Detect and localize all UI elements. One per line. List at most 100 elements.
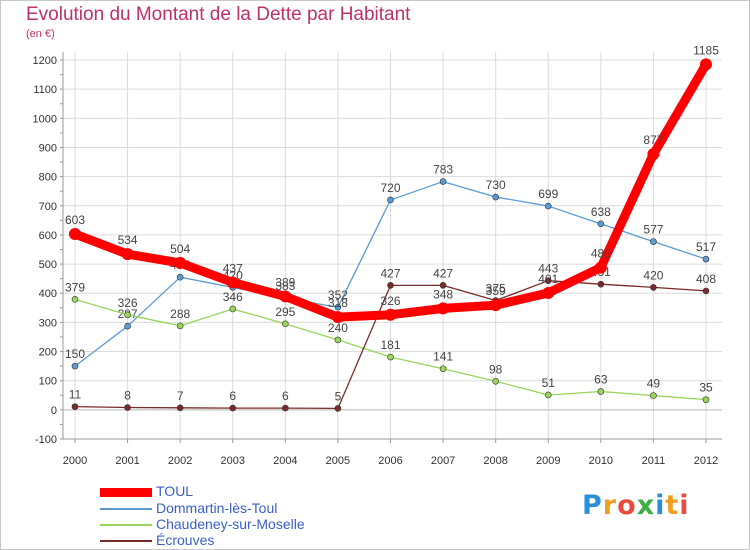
logo-letter: i xyxy=(655,490,666,521)
data-point xyxy=(71,362,79,370)
data-point xyxy=(121,248,134,261)
data-point xyxy=(279,290,292,303)
data-point xyxy=(334,303,342,311)
data-point xyxy=(176,404,184,412)
data-label: 379 xyxy=(65,280,85,294)
data-point xyxy=(124,404,131,411)
data-point xyxy=(544,277,552,284)
x-tick-label: 2002 xyxy=(168,455,192,467)
data-point xyxy=(647,148,660,161)
logo-letter: o xyxy=(617,490,637,521)
y-tick-label: 1000 xyxy=(33,113,57,125)
data-point xyxy=(387,353,394,361)
x-tick-label: 2006 xyxy=(378,455,402,467)
data-point xyxy=(650,238,657,245)
data-point xyxy=(71,403,79,410)
proxiti-logo: Proxiti xyxy=(582,490,690,521)
data-label: 35 xyxy=(699,381,713,395)
data-point xyxy=(702,255,710,263)
data-point xyxy=(176,322,184,330)
data-label: 51 xyxy=(542,376,556,390)
data-label: 49 xyxy=(647,377,661,391)
legend-label: Écrouves xyxy=(156,532,215,548)
data-point xyxy=(176,273,184,281)
data-point xyxy=(492,377,499,385)
data-point xyxy=(229,404,237,412)
y-tick-label: 200 xyxy=(39,347,57,359)
data-label: 504 xyxy=(170,242,190,256)
data-label: 877 xyxy=(643,133,663,147)
data-label: 181 xyxy=(380,338,400,352)
data-point xyxy=(544,202,552,210)
data-label: 699 xyxy=(538,187,558,201)
logo-letter: x xyxy=(636,490,656,521)
legend-swatch xyxy=(100,540,152,542)
data-point xyxy=(69,228,81,241)
x-tick-label: 2005 xyxy=(326,455,350,467)
logo-letter: t xyxy=(665,490,680,521)
x-tick-label: 2003 xyxy=(221,455,245,467)
legend-label: Dommartin-lès-Toul xyxy=(156,500,278,516)
y-tick-label: 1200 xyxy=(33,55,57,67)
data-label: 427 xyxy=(380,266,400,280)
data-label: 488 xyxy=(591,247,611,261)
y-tick-label: 800 xyxy=(39,172,57,184)
data-label: 638 xyxy=(591,205,611,219)
legend-swatch xyxy=(100,488,152,497)
data-label: 375 xyxy=(486,282,506,296)
data-label: 295 xyxy=(275,305,295,319)
data-label: 63 xyxy=(594,372,608,386)
data-point xyxy=(542,286,555,299)
data-label: 240 xyxy=(328,321,348,335)
data-point xyxy=(489,299,502,312)
data-label: 359 xyxy=(486,284,506,298)
legend-label: TOUL xyxy=(156,483,194,499)
data-point xyxy=(439,282,447,289)
data-label: 6 xyxy=(282,389,289,403)
data-label: 517 xyxy=(696,240,716,254)
data-label: 408 xyxy=(696,272,716,286)
data-point xyxy=(384,308,397,321)
x-tick-label: 2008 xyxy=(483,455,507,467)
data-point xyxy=(702,396,710,403)
legend-swatch xyxy=(100,524,152,526)
logo-letter: i xyxy=(679,490,690,521)
data-label: 437 xyxy=(223,261,243,275)
y-tick-label: 400 xyxy=(39,288,57,300)
data-point xyxy=(124,322,131,330)
data-label: 288 xyxy=(170,307,190,321)
x-tick-label: 2010 xyxy=(589,455,613,467)
y-tick-label: 1100 xyxy=(33,84,57,96)
data-point xyxy=(282,404,289,412)
data-point xyxy=(124,311,131,319)
y-tick-label: 600 xyxy=(39,230,57,242)
data-label: 603 xyxy=(65,213,85,227)
data-point xyxy=(229,305,237,313)
y-tick-label: 0 xyxy=(51,405,57,417)
data-label: 534 xyxy=(118,233,138,247)
data-point xyxy=(702,287,710,295)
data-label: 6 xyxy=(229,389,236,403)
data-point xyxy=(650,392,657,399)
data-label: 401 xyxy=(538,272,558,286)
data-point xyxy=(334,336,342,344)
data-point xyxy=(331,311,344,324)
data-label: 346 xyxy=(223,290,243,304)
data-point xyxy=(597,280,605,288)
x-tick-label: 2001 xyxy=(115,455,139,467)
data-label: 1185 xyxy=(693,43,719,57)
chart-subtitle: (en €) xyxy=(26,28,55,40)
data-label: 11 xyxy=(69,388,82,402)
data-point xyxy=(387,196,394,204)
y-tick-label: 100 xyxy=(39,376,57,388)
data-label: 348 xyxy=(433,287,453,301)
y-tick-label: 700 xyxy=(39,201,57,213)
data-label: 352 xyxy=(328,288,348,302)
data-label: 720 xyxy=(380,181,400,195)
chart-title: Evolution du Montant de la Dette par Hab… xyxy=(26,4,411,25)
data-point xyxy=(650,284,657,291)
data-label: 141 xyxy=(433,350,453,364)
data-point xyxy=(439,365,447,373)
data-label: 326 xyxy=(380,294,400,308)
